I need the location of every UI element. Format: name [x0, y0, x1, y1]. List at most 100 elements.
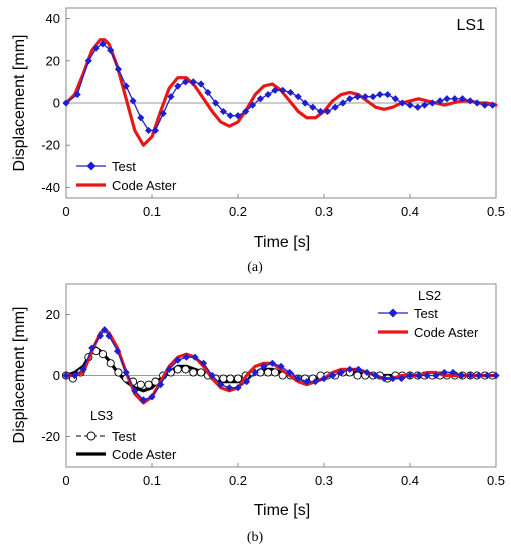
data-point-ls2-test-b [320, 374, 328, 383]
data-point-ls2-test-b [458, 371, 466, 380]
data-point-ls2-test-b [372, 371, 380, 380]
data-point-test-a [294, 93, 302, 101]
data-point-test-a [84, 57, 92, 65]
data-point-test-a [473, 99, 481, 107]
data-point-ls3-test-b [353, 371, 362, 380]
data-point-test-a [443, 95, 451, 103]
legend-title-ls3: LS3 [90, 408, 113, 423]
data-point-test-a [197, 80, 205, 88]
series-group-a [62, 38, 498, 147]
legend-label-test-ls2: Test [414, 306, 438, 321]
data-point-ls2-test-b [200, 359, 208, 367]
data-point-ls2-test-b [88, 344, 96, 352]
legend-ls3: LS3 Test Code Aster [76, 408, 177, 462]
data-point-ls2-test-b [225, 384, 233, 392]
data-point-ls2-test-b [71, 371, 79, 380]
data-point-test-a [398, 99, 406, 107]
y-tick-label-a: -20 [41, 138, 60, 153]
data-point-ls2-test-b [251, 368, 259, 377]
data-point-test-a [279, 86, 287, 94]
data-point-ls2-test-b [182, 353, 190, 361]
data-point-test-a [144, 126, 153, 135]
data-point-ls2-test-b [165, 365, 173, 373]
data-point-ls2-test-b [268, 359, 276, 367]
data-point-ls2-test-b [62, 371, 70, 380]
y-tick-label-a: -40 [41, 180, 60, 195]
data-point-ls2-test-b [260, 362, 268, 370]
data-point-test-a [391, 95, 399, 103]
x-tick-label-b: 0 [62, 473, 69, 488]
data-point-ls2-test-b [286, 368, 294, 377]
data-point-ls2-test-b [329, 371, 337, 380]
data-point-test-a [226, 112, 234, 120]
data-point-test-a [353, 93, 362, 101]
data-point-ls2-test-b [294, 374, 302, 383]
data-point-ls2-test-b [303, 378, 311, 386]
data-point-test-a [242, 107, 250, 116]
data-point-ls2-test-b [191, 353, 199, 361]
data-point-ls2-test-b [157, 381, 165, 389]
y-axis-label-a: Displacement [mm] [11, 35, 28, 172]
data-point-test-a [451, 95, 459, 103]
data-point-ls3-test-b [173, 365, 182, 374]
y-tick-label-a: 20 [46, 53, 60, 68]
data-point-ls2-test-b [415, 371, 423, 380]
data-point-ls2-test-b [397, 374, 405, 383]
x-tick-label-a: 0.5 [487, 204, 505, 219]
data-point-ls2-test-b [139, 396, 147, 404]
data-point-ls3-test-b [114, 368, 123, 377]
data-point-test-a [488, 101, 497, 109]
legend-marker-test-a [86, 161, 96, 171]
data-point-ls2-test-b [96, 332, 104, 340]
data-point-test-a [204, 88, 212, 97]
data-point-test-a [256, 95, 264, 103]
data-point-test-a [107, 46, 115, 54]
data-point-ls3-test-b [270, 368, 280, 377]
x-tick-label-a: 0.3 [315, 204, 333, 219]
data-point-test-a [62, 99, 70, 107]
data-point-test-a [167, 93, 175, 101]
legend-label-code-aster-ls2: Code Aster [414, 325, 479, 340]
chart-panel-b: -20 0 20 0 0.1 0.2 0.3 0.4 0.5 LS2 Test Code As… [11, 283, 505, 545]
legend-ls2: LS2 Test Code Aster [378, 288, 479, 340]
data-point-test-a [234, 112, 242, 120]
legend-marker-test-ls3 [86, 431, 96, 441]
data-point-ls2-test-b [337, 368, 345, 377]
data-point-test-a [466, 97, 474, 105]
data-point-ls2-test-b [466, 371, 474, 380]
data-point-test-a [174, 82, 182, 90]
x-tick-label-a: 0.2 [229, 204, 247, 219]
data-point-ls2-test-b [243, 378, 251, 386]
legend-label-test-a: Test [112, 159, 136, 174]
data-point-ls2-test-b [483, 371, 491, 380]
x-axis-label-b: Time [s] [254, 502, 310, 519]
data-point-ls2-test-b [79, 365, 87, 373]
data-point-ls3-test-b [144, 380, 153, 389]
series-line-ls2-test-b [65, 329, 497, 401]
data-point-test-a [481, 101, 489, 109]
data-point-test-a [114, 65, 123, 73]
data-point-test-a [189, 78, 197, 86]
data-point-test-a [316, 107, 325, 116]
data-point-ls2-test-b [234, 384, 242, 392]
data-point-test-a [181, 78, 190, 86]
data-point-test-a [264, 90, 272, 99]
data-point-test-a [436, 97, 444, 105]
data-point-ls3-test-b [106, 359, 115, 368]
data-point-test-a [414, 103, 422, 111]
data-point-ls2-test-b [122, 368, 130, 377]
data-point-test-a [301, 99, 309, 107]
data-point-ls2-test-b [492, 371, 500, 380]
y-axis-label-b: Displacement [mm] [11, 307, 28, 444]
data-point-test-a [151, 126, 160, 135]
data-point-test-a [421, 101, 429, 109]
data-point-test-a [339, 99, 347, 107]
legend-label-code-aster-ls3: Code Aster [112, 447, 177, 462]
x-tick-label-b: 0.5 [487, 473, 505, 488]
data-point-ls2-test-b [380, 374, 388, 383]
data-point-test-a [271, 86, 279, 94]
y-tick-label-b: 0 [53, 368, 60, 383]
legend-label-code-aster-a: Code Aster [112, 178, 177, 193]
data-point-test-a [406, 101, 414, 109]
